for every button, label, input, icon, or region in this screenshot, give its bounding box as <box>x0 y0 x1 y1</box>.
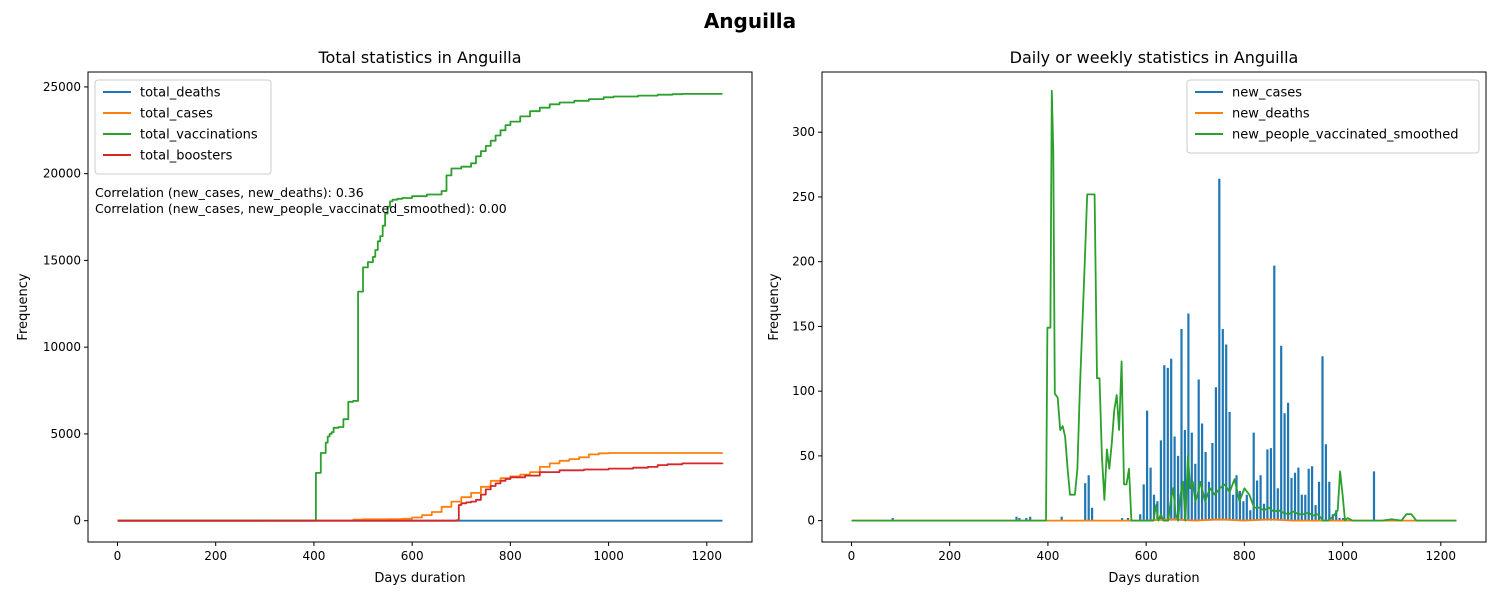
legend-label-total-vaccinations: total_vaccinations <box>140 128 258 143</box>
y-tick-label: 100 <box>792 384 815 398</box>
x-tick-label: 600 <box>401 549 424 563</box>
correlation-annotation: Correlation (new_cases, new_people_vacci… <box>95 201 507 216</box>
legend-box <box>1186 79 1480 154</box>
axes-frame <box>87 71 753 543</box>
x-tick-label: 200 <box>204 549 227 563</box>
x-tick-label: 0 <box>114 549 122 563</box>
figure-suptitle: Anguilla <box>704 9 796 33</box>
x-tick-label: 800 <box>1233 549 1256 563</box>
series-total-cases-line <box>117 452 724 522</box>
y-tick-label: 250 <box>792 190 815 204</box>
x-tick-label: 800 <box>499 549 522 563</box>
series-total-boosters-line <box>117 462 724 522</box>
legend-label-new-cases: new_cases <box>1232 86 1302 101</box>
x-tick-label: 1200 <box>692 549 723 563</box>
x-tick-label: 600 <box>1135 549 1158 563</box>
x-tick-label: 0 <box>848 549 856 563</box>
legend-box <box>94 79 272 175</box>
legend: total_deaths total_cases total_vaccination… <box>94 79 272 175</box>
legend-label-total-cases: total_cases <box>140 107 213 122</box>
correlation-annotation: Correlation (new_cases, new_deaths): 0.3… <box>95 185 364 200</box>
legend-label-new-people-vaccinated-smoothed: new_people_vaccinated_smoothed <box>1232 128 1458 143</box>
y-tick-label: 150 <box>792 319 815 333</box>
series-new-cases-line <box>891 178 1376 521</box>
y-tick-label: 25000 <box>43 80 81 94</box>
chart-title: Total statistics in Anguilla <box>317 48 521 67</box>
y-tick-label: 15000 <box>43 253 81 267</box>
chart-title: Daily or weekly statistics in Anguilla <box>1010 48 1299 67</box>
x-tick-label: 400 <box>1036 549 1059 563</box>
x-tick-label: 1200 <box>1426 549 1457 563</box>
legend-label-total-boosters: total_boosters <box>140 149 233 164</box>
legend: new_cases new_deaths new_people_vaccinated… <box>1186 79 1480 154</box>
plot-area <box>851 89 1457 522</box>
y-tick-label: 10000 <box>43 340 81 354</box>
legend-label-total-deaths: total_deaths <box>140 86 221 101</box>
series-new-people-vaccinated-smoothed-line <box>851 89 1457 522</box>
series-total-vaccinations-line <box>117 93 723 522</box>
plot-area <box>117 93 724 522</box>
y-tick-label: 5000 <box>50 427 81 441</box>
y-tick-label: 0 <box>807 514 815 528</box>
axes-frame <box>821 71 1487 543</box>
chart-panel-1: Total statistics in Anguilla 0 200 400 600 80… <box>16 48 753 586</box>
y-tick-label: 200 <box>792 255 815 269</box>
y-tick-label: 50 <box>800 449 815 463</box>
x-tick-label: 400 <box>302 549 325 563</box>
x-tick-label: 200 <box>938 549 961 563</box>
legend-label-new-deaths: new_deaths <box>1232 107 1310 122</box>
y-tick-label: 300 <box>792 125 815 139</box>
y-axis-label: Frequency <box>16 273 31 340</box>
y-tick-label: 20000 <box>43 167 81 181</box>
chart-panel-2: Daily or weekly statistics in Anguilla 0 2… <box>767 48 1487 586</box>
x-axis-label: Days duration <box>1108 571 1199 586</box>
y-tick-label: 0 <box>73 514 81 528</box>
x-tick-label: 1000 <box>1327 549 1358 563</box>
x-tick-label: 1000 <box>593 549 624 563</box>
y-axis-label: Frequency <box>767 273 782 340</box>
x-axis-label: Days duration <box>374 571 465 586</box>
